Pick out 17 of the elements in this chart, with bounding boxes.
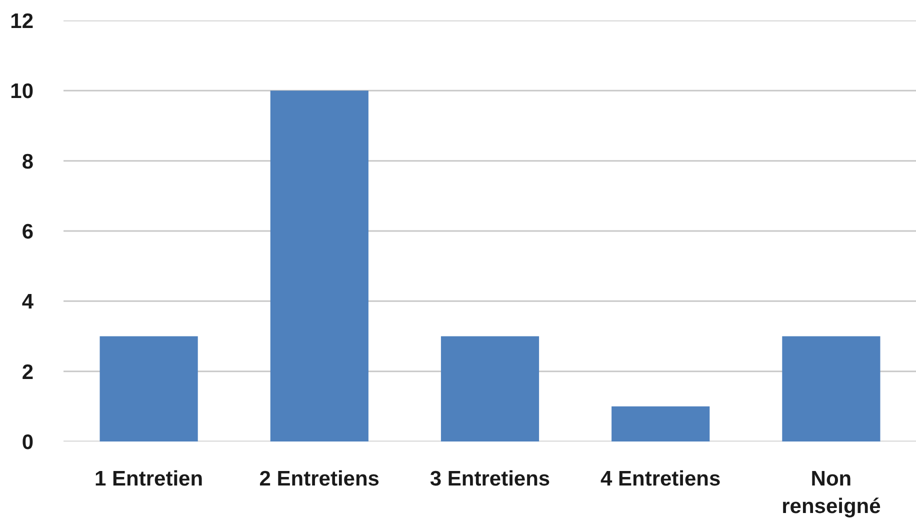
y-tick-label: 12 [10,10,34,33]
x-tick-label: 1 Entretien [94,468,204,490]
x-tick-label: Non renseigné [782,468,881,518]
x-tick-label: 3 Entretiens [430,468,550,490]
bar [782,336,880,442]
bar [100,336,198,442]
y-tick-label: 6 [22,220,34,244]
bar [440,336,540,442]
bar [612,406,710,442]
y-tick-label: 4 [22,290,34,314]
y-tick-label: 2 [22,360,34,384]
x-tick-label: 4 Entretiens [600,468,721,490]
y-tick-label: 10 [10,80,34,104]
y-tick-label: 0 [22,431,34,454]
bar [270,90,368,442]
x-tick-label: 2 Entretiens [259,468,380,490]
y-tick-label: 8 [22,150,34,174]
